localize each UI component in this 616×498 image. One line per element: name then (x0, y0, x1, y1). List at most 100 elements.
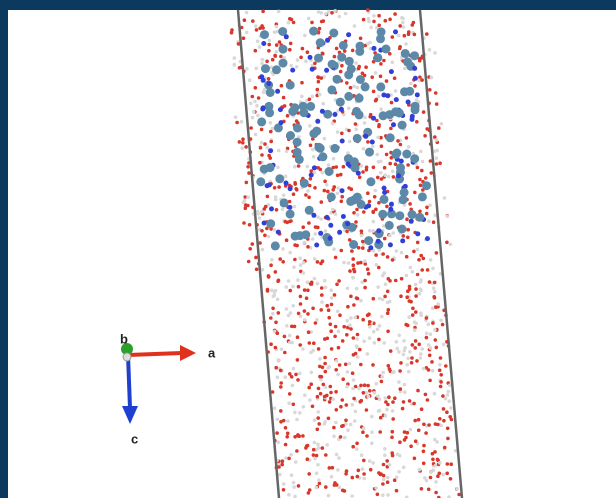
water-atom (352, 303, 356, 307)
water-atom (377, 125, 381, 129)
water-atom (438, 417, 442, 421)
water-atom (279, 409, 283, 413)
water-atom (410, 361, 414, 365)
water-atom (283, 351, 287, 355)
nitrogen-atom (389, 69, 394, 74)
water-atom (360, 164, 364, 168)
water-atom (242, 36, 246, 40)
carbon-atom (271, 241, 280, 250)
water-atom (379, 62, 383, 66)
water-atom (298, 343, 302, 347)
water-atom (357, 387, 361, 391)
water-atom (284, 375, 288, 379)
water-atom (392, 175, 396, 179)
water-atom (416, 248, 420, 252)
water-atom (351, 371, 355, 375)
water-atom (377, 266, 381, 270)
water-atom (400, 16, 404, 20)
water-atom (271, 312, 275, 316)
water-atom (275, 431, 279, 435)
water-atom (400, 277, 404, 281)
water-atom (386, 290, 390, 294)
water-atom (371, 363, 375, 367)
water-atom (438, 363, 442, 367)
nitrogen-atom (311, 213, 316, 218)
water-atom (388, 234, 392, 238)
water-atom (324, 485, 328, 489)
water-atom (435, 162, 439, 166)
nitrogen-atom (312, 165, 317, 170)
water-atom (356, 355, 360, 359)
water-atom (342, 165, 346, 169)
water-atom (338, 15, 342, 19)
water-atom (376, 136, 380, 140)
water-atom (358, 348, 362, 352)
nitrogen-atom (345, 221, 350, 226)
water-atom (367, 272, 371, 276)
carbon-atom (312, 127, 321, 136)
nitrogen-atom (393, 29, 398, 34)
water-atom (296, 358, 300, 362)
water-atom (368, 41, 372, 45)
carbon-atom (422, 181, 431, 190)
water-atom (245, 181, 249, 185)
carbon-atom (344, 70, 353, 79)
water-atom (406, 357, 410, 361)
water-atom (307, 491, 311, 495)
water-atom (435, 251, 439, 255)
water-atom (429, 470, 433, 474)
water-atom (439, 319, 443, 323)
water-atom (356, 213, 360, 217)
carbon-atom (286, 81, 295, 90)
nitrogen-atom (388, 207, 393, 212)
water-atom (405, 136, 409, 140)
b-label: b (120, 331, 128, 346)
water-atom (283, 335, 287, 339)
water-atom (422, 462, 426, 466)
water-atom (352, 397, 356, 401)
water-atom (265, 146, 269, 150)
water-atom (317, 347, 321, 351)
water-atom (329, 385, 333, 389)
water-atom (335, 408, 339, 412)
water-atom (307, 221, 311, 225)
water-atom (279, 369, 283, 373)
water-atom (336, 174, 340, 178)
water-atom (431, 321, 435, 325)
water-atom (425, 316, 429, 320)
water-atom (281, 459, 285, 463)
water-atom (372, 20, 376, 24)
water-atom (363, 116, 367, 120)
carbon-atom (306, 102, 315, 111)
carbon-atom (376, 82, 385, 91)
water-atom (373, 195, 377, 199)
water-atom (442, 343, 446, 347)
water-atom (339, 173, 343, 177)
water-atom (316, 416, 320, 420)
water-atom (387, 395, 391, 399)
water-atom (406, 163, 410, 167)
water-atom (455, 487, 459, 491)
water-atom (433, 328, 437, 332)
water-atom (286, 114, 290, 118)
water-atom (269, 121, 273, 125)
water-atom (244, 206, 248, 210)
water-atom (406, 236, 410, 240)
water-atom (293, 205, 297, 209)
water-atom (256, 39, 260, 43)
water-atom (401, 21, 405, 25)
water-atom (374, 253, 378, 257)
nitrogen-atom (310, 67, 315, 72)
water-atom (332, 435, 336, 439)
nitrogen-atom (382, 190, 387, 195)
water-atom (359, 363, 363, 367)
water-atom (432, 295, 436, 299)
water-atom (251, 242, 255, 246)
water-atom (423, 134, 427, 138)
water-atom (285, 307, 289, 311)
water-atom (309, 144, 313, 148)
water-atom (392, 370, 396, 374)
water-atom (276, 441, 280, 445)
water-atom (434, 91, 438, 95)
water-atom (350, 494, 354, 498)
